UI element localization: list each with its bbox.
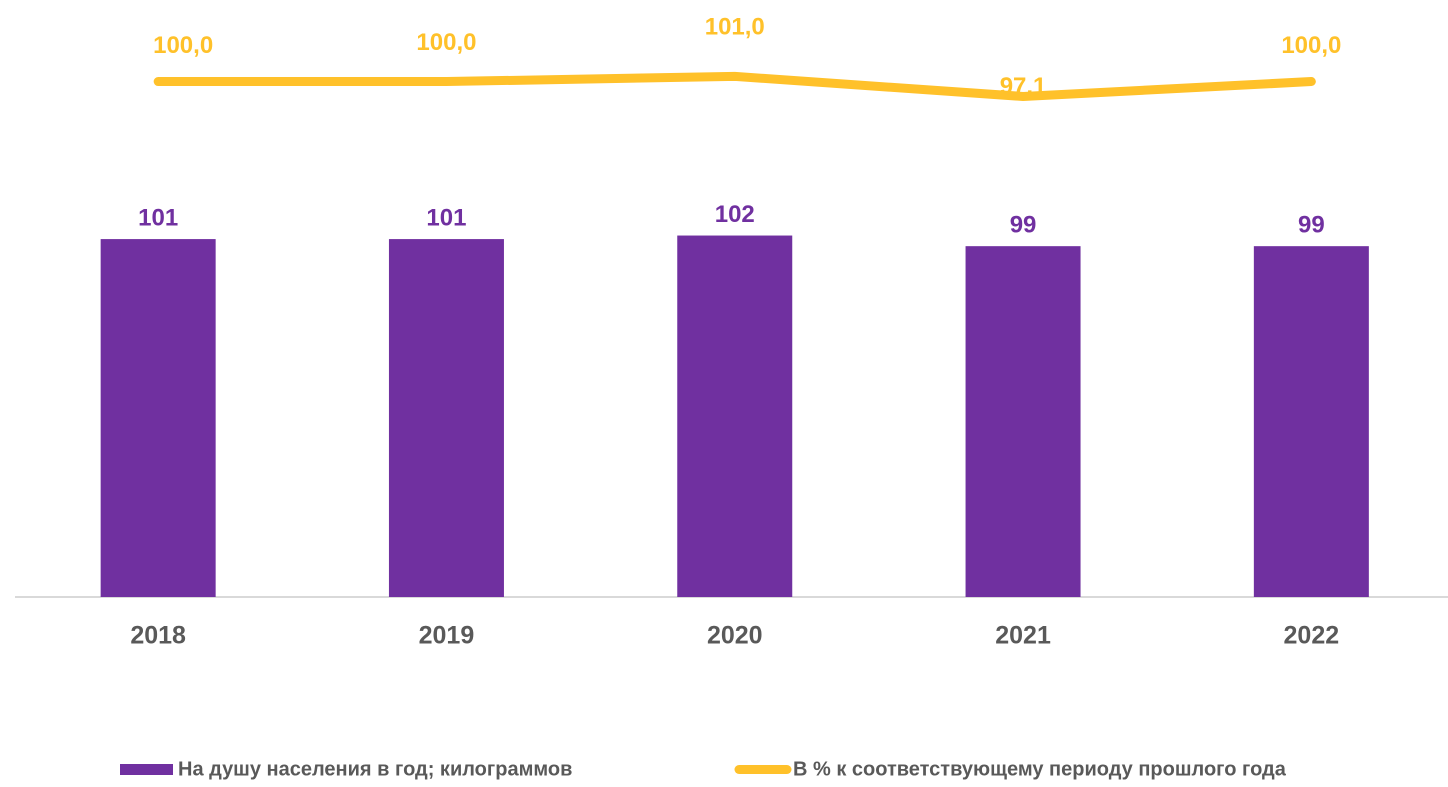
- line-value-label: 101,0: [705, 14, 765, 41]
- x-tick-label: 2021: [995, 622, 1051, 650]
- legend-label: На душу населения в год; килограммов: [178, 758, 572, 780]
- legend-label: В % к соответствующему периоду прошлого …: [793, 758, 1287, 780]
- x-tick-label: 2022: [1284, 622, 1340, 650]
- bar-value-label: 101: [426, 204, 466, 231]
- x-tick-label: 2020: [707, 622, 763, 650]
- bar: [388, 239, 504, 598]
- bar-value-label: 99: [1010, 212, 1037, 239]
- line-value-label: 100,0: [1281, 32, 1341, 59]
- bar: [677, 235, 793, 597]
- bar: [1253, 246, 1369, 597]
- bar-value-label: 99: [1298, 212, 1325, 239]
- legend-swatch: [120, 764, 173, 775]
- x-tick-label: 2019: [419, 622, 475, 650]
- x-tick-label: 2018: [130, 622, 186, 650]
- bar: [965, 246, 1081, 597]
- bar-value-label: 101: [138, 204, 178, 231]
- line-value-label: 100,0: [153, 32, 213, 59]
- bar: [100, 239, 216, 598]
- line: [153, 71, 1316, 101]
- line-value-label: 97,1: [1000, 73, 1047, 100]
- bar-value-label: 102: [715, 201, 755, 228]
- line-value-label: 100,0: [416, 29, 476, 56]
